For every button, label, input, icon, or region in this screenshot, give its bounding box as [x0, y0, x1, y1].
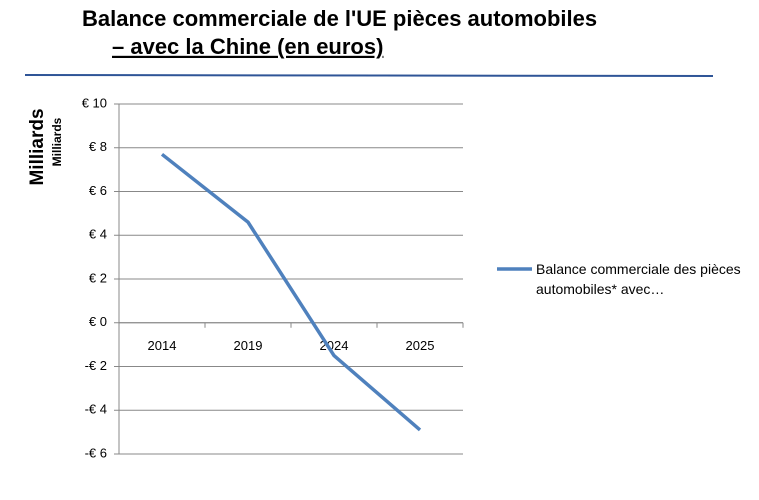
- y-tick-label: -€ 6: [85, 445, 107, 460]
- x-tick-label: 2014: [148, 338, 177, 353]
- y-tick-label: € 0: [89, 314, 107, 329]
- chart-title: Balance commerciale de l'UE pièces autom…: [82, 6, 597, 31]
- chart-subtitle: – avec la Chine (en euros): [112, 34, 383, 59]
- y-tick-label: € 6: [89, 183, 107, 198]
- y-tick-label: -€ 4: [85, 402, 107, 417]
- y-axis-title: Milliards: [27, 108, 48, 185]
- x-tick-label: 2025: [406, 338, 435, 353]
- y-tick-label: € 4: [89, 227, 107, 242]
- y-tick-label: € 8: [89, 139, 107, 154]
- y-tick-label: € 2: [89, 270, 107, 285]
- data-line: [160, 152, 422, 432]
- title-rule: [24, 74, 714, 77]
- x-tick-label: 2019: [234, 338, 263, 353]
- legend-label: Balance commerciale des pièces automobil…: [536, 261, 741, 297]
- y-tick-label: -€ 2: [85, 358, 107, 373]
- y-tick-label: € 10: [82, 95, 107, 110]
- y-axis-unit: Milliards: [50, 117, 64, 166]
